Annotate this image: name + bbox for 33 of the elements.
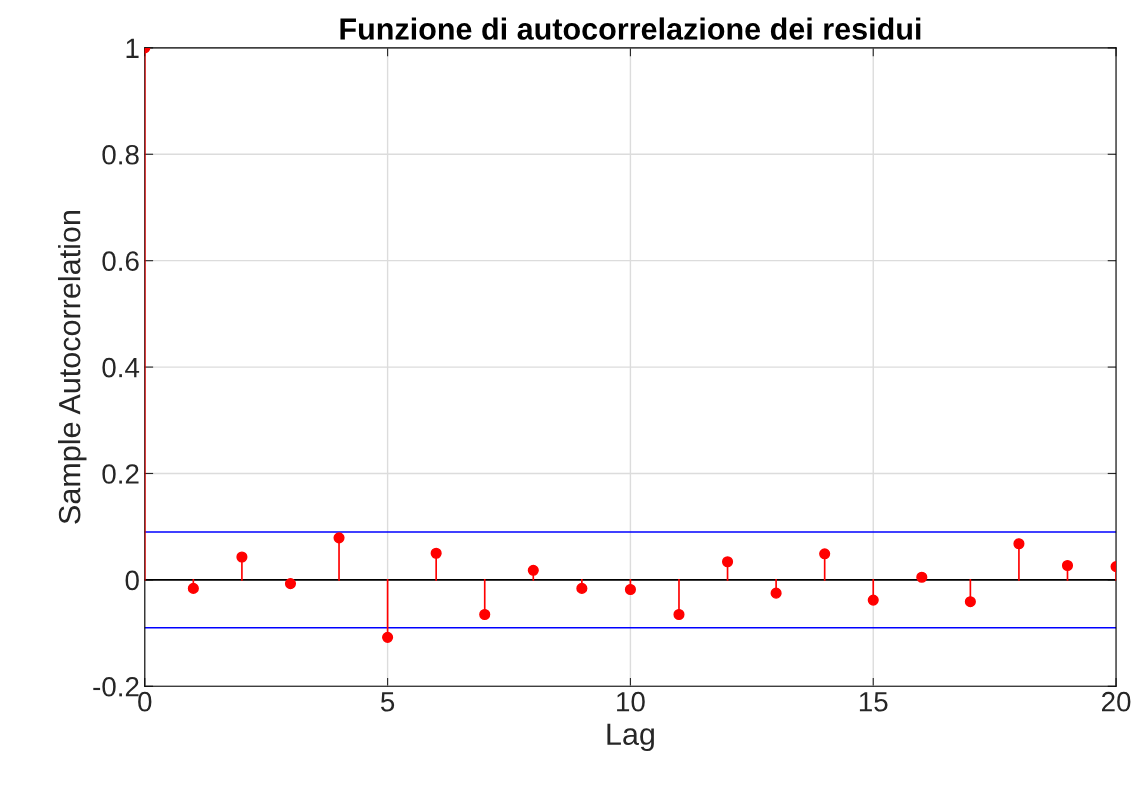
point: [430, 547, 442, 559]
point: [721, 556, 734, 568]
point: [964, 596, 976, 608]
point: [867, 594, 879, 606]
point: [819, 548, 831, 560]
y-tick-label: 0: [125, 570, 139, 591]
x-axis-title: Lag: [607, 723, 654, 752]
point: [527, 564, 539, 576]
y-tick-label: 0.4: [102, 357, 140, 378]
y-tick-label: 0.6: [102, 251, 139, 272]
point: [382, 631, 394, 643]
y-tick-label: 1: [126, 38, 139, 58]
point: [1061, 559, 1074, 572]
x-tick-label: 10: [617, 691, 645, 712]
point: [1013, 538, 1025, 550]
y-tick-label: 0.2: [102, 464, 139, 484]
point: [624, 583, 636, 596]
point: [333, 532, 345, 544]
point: [236, 551, 248, 563]
chart-title: Funzione di autocorrelazione dei residui: [340, 17, 921, 40]
point: [576, 582, 588, 594]
point: [479, 608, 491, 621]
point: [770, 587, 782, 599]
y-axis-title: Sample Autocorrelation: [58, 211, 87, 524]
x-tick-label: 20: [1102, 691, 1131, 712]
point: [916, 571, 928, 583]
point: [284, 578, 297, 590]
point: [673, 608, 685, 621]
y-tick-label: -0.2: [93, 676, 139, 697]
x-tick-label: 15: [859, 692, 888, 712]
y-tick-label: 0.8: [102, 144, 139, 165]
x-tick-label: 5: [380, 692, 395, 712]
point: [187, 582, 199, 594]
